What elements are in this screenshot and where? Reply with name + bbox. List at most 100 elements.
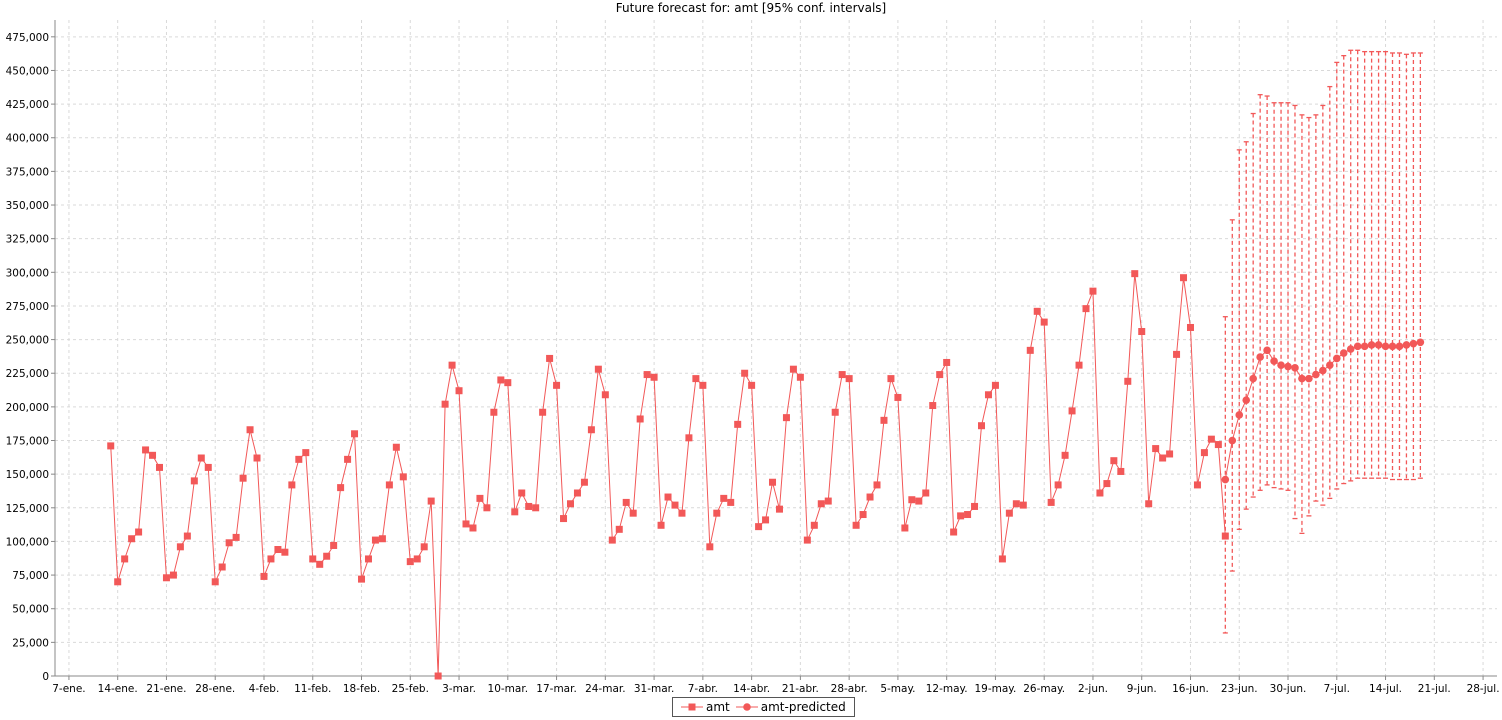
y-tick-label: 0 [42,671,49,683]
data-point-amt [615,525,623,533]
y-tick-label: 50,000 [12,604,49,616]
x-tick-label: 31-mar. [634,683,675,695]
data-point-amt [546,354,554,362]
plot-background [55,20,1497,676]
data-point-amt [1124,377,1132,385]
data-point-amt [553,381,561,389]
data-point-amt [957,512,965,520]
data-point-amt [622,498,630,506]
data-point-amt [371,536,379,544]
legend-circle-marker-icon [735,703,758,711]
data-point-amt-predicted [1277,361,1285,369]
x-tick-label: 4-feb. [249,683,280,695]
data-point-amt [246,426,254,434]
x-tick-label: 9-jun. [1127,683,1157,695]
y-tick-label: 275,000 [6,301,49,313]
data-point-amt [162,574,170,582]
data-point-amt [1075,361,1083,369]
data-point-amt [302,449,310,457]
data-point-amt [650,373,658,381]
data-point-amt [720,494,728,502]
data-point-amt-predicted [1402,341,1411,349]
data-point-amt [782,414,790,422]
data-point-amt-predicted [1326,361,1334,369]
data-point-amt [532,504,540,512]
data-point-amt [1152,445,1160,453]
data-point-amt [497,376,505,384]
x-tick-label: 12-may. [926,683,968,695]
legend-item-amt: amt [681,700,730,714]
data-point-amt [762,516,770,524]
x-tick-label: 10-mar. [488,683,529,695]
data-point-amt [1061,451,1069,459]
data-point-amt [413,555,421,563]
y-tick-label: 325,000 [6,234,49,246]
data-point-amt [511,508,519,516]
data-point-amt-predicted [1416,338,1425,347]
x-tick-label: 28-abr. [831,683,868,695]
data-point-amt [859,511,867,519]
data-point-amt [1005,509,1013,517]
data-point-amt [587,426,595,434]
data-point-amt-predicted [1291,364,1299,372]
data-point-amt [998,555,1006,563]
data-point-amt [504,379,512,387]
data-point-amt [706,543,714,551]
y-tick-label: 125,000 [6,503,49,515]
data-point-amt [344,455,352,463]
data-point-amt [880,416,888,424]
data-point-amt-predicted [1312,370,1320,379]
data-point-amt [1019,501,1027,509]
data-point-amt [392,443,400,451]
data-point-amt [601,391,609,399]
data-point-amt [323,552,331,560]
data-point-amt [309,555,317,563]
data-point-amt [441,400,449,408]
data-point-amt [190,477,198,485]
x-tick-label: 21-jul. [1418,683,1451,695]
x-tick-label: 21-abr. [782,683,819,695]
data-point-amt [1145,500,1153,508]
data-point-amt [225,539,233,547]
data-point-amt [399,473,407,481]
data-point-amt [643,371,651,379]
x-tick-label: 2-jun. [1078,683,1108,695]
data-point-amt [1138,328,1146,336]
data-point-amt [1068,407,1076,415]
data-point-amt-predicted [1249,374,1257,383]
data-point-amt-predicted [1263,346,1271,355]
data-point-amt [810,521,818,529]
y-tick-label: 400,000 [6,133,49,145]
legend-square-marker-icon [681,703,703,711]
data-point-amt [434,672,442,680]
data-point-amt [183,532,191,540]
data-point-amt [135,528,143,536]
data-point-amt [866,493,874,501]
data-point-amt [1103,480,1111,488]
data-point-amt-predicted [1305,374,1313,383]
x-tick-label: 7-ene. [52,683,85,695]
data-point-amt-predicted [1339,349,1348,357]
data-point-amt [560,515,568,523]
data-point-amt-predicted [1381,342,1390,351]
x-tick-label: 30-jun. [1270,683,1307,695]
x-tick-label: 28-ene. [195,683,235,695]
data-point-amt [943,358,951,366]
data-point-amt [1207,435,1215,443]
x-tick-label: 14-abr. [733,683,770,695]
data-point-amt-predicted [1360,342,1369,351]
data-point-amt [1166,450,1174,458]
data-point-amt [1200,449,1208,457]
data-point-amt-predicted [1235,411,1244,419]
data-point-amt [1214,441,1222,449]
x-tick-label: 17-mar. [536,683,577,695]
data-point-amt [149,451,157,459]
data-point-amt [1110,457,1118,465]
data-point-amt [915,497,923,505]
x-tick-label: 3-mar. [442,683,476,695]
data-point-amt [128,535,136,543]
data-point-amt [176,543,184,551]
x-tick-label: 7-jul. [1324,683,1350,695]
data-point-amt [629,509,637,517]
